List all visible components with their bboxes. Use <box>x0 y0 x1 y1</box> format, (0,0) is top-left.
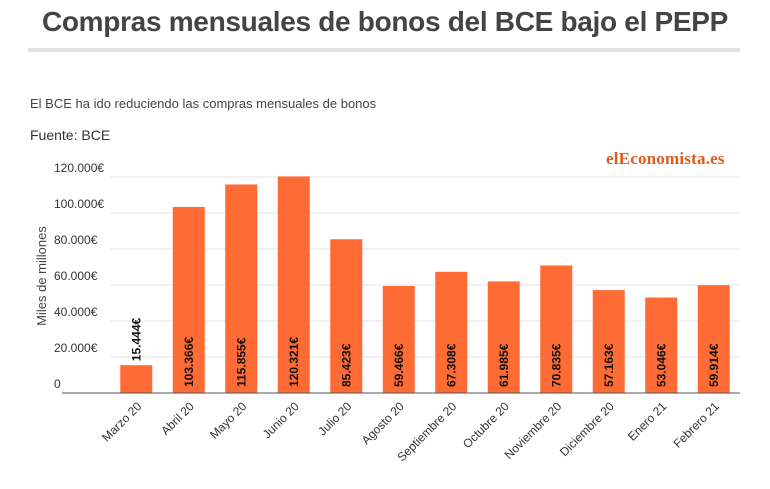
data-label: 15.444€ <box>129 317 143 361</box>
y-tick-label: 0 <box>54 377 61 391</box>
title-divider <box>28 48 740 52</box>
bar <box>645 297 678 393</box>
y-tick-label: 120.000€ <box>54 161 104 175</box>
data-label: 57.163€ <box>602 343 616 387</box>
bar <box>225 184 258 393</box>
x-tick-label: Octubre 20 <box>460 399 512 451</box>
bar <box>330 239 363 393</box>
bar <box>435 271 468 393</box>
chart-title: Compras mensuales de bonos del BCE bajo … <box>41 6 729 37</box>
y-axis-label: Miles de millones <box>34 226 49 326</box>
x-tick-label: Mayo 20 <box>207 399 250 442</box>
x-tick-label: Marzo 20 <box>99 399 145 445</box>
x-tick-label: Enero 21 <box>625 399 670 444</box>
x-tick-label: Junio 20 <box>260 399 302 441</box>
x-tick-label: Julio 20 <box>315 399 354 438</box>
bar <box>120 365 153 393</box>
data-label: 120.321€ <box>287 337 301 387</box>
y-tick-label: 80.000€ <box>54 233 98 247</box>
chart-source: Fuente: BCE <box>30 127 111 143</box>
x-tick-label: Agosto 20 <box>359 399 407 447</box>
x-tick-label: Febrero 21 <box>670 399 722 451</box>
y-tick-label: 20.000€ <box>54 341 98 355</box>
data-label: 53.046€ <box>654 343 668 387</box>
data-label: 70.835€ <box>549 343 563 387</box>
bar <box>592 290 625 393</box>
chart-subtitle: El BCE ha ido reduciendo las compras men… <box>30 96 377 111</box>
bar <box>540 265 573 393</box>
y-tick-label: 60.000€ <box>54 269 98 283</box>
x-tick-label: Diciembre 20 <box>557 399 617 459</box>
bar <box>382 285 415 393</box>
bar <box>277 176 310 393</box>
bar <box>172 206 205 393</box>
bar <box>487 281 520 393</box>
brand-logo: elEconomista.es <box>606 149 725 168</box>
data-label: 85.423€ <box>339 343 353 387</box>
data-label: 115.855€ <box>234 337 248 387</box>
data-label: 59.914€ <box>707 343 721 387</box>
data-label: 103.366€ <box>182 337 196 387</box>
y-tick-label: 40.000€ <box>54 305 98 319</box>
data-label: 67.308€ <box>444 343 458 387</box>
data-label: 59.466€ <box>392 343 406 387</box>
bar <box>697 285 730 393</box>
y-tick-label: 100.000€ <box>54 197 104 211</box>
data-label: 61.985€ <box>497 343 511 387</box>
x-tick-label: Abril 20 <box>158 399 197 438</box>
